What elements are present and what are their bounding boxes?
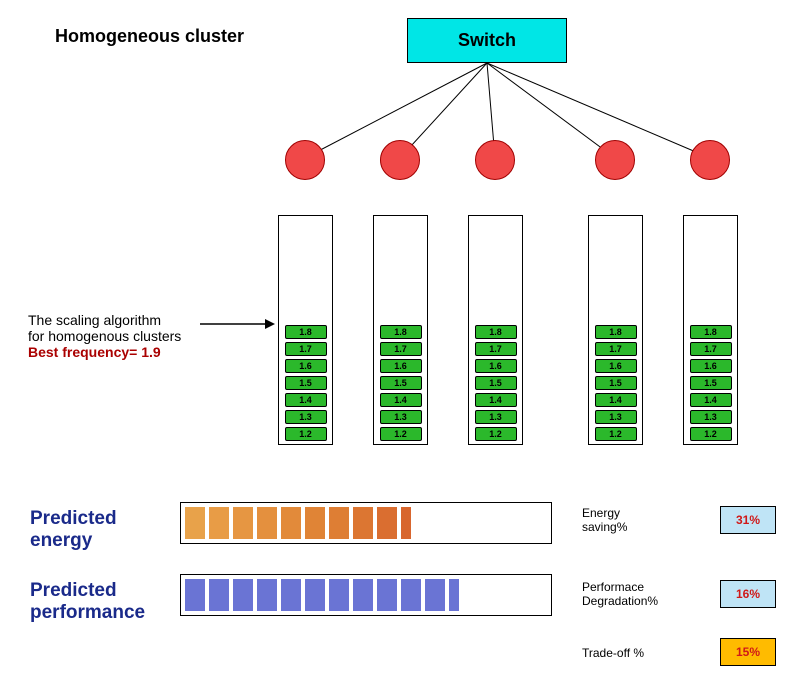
- performance-bar-segment: [209, 579, 229, 611]
- diagram-canvas: Homogeneous cluster Switch 1.21.31.41.51…: [0, 0, 800, 698]
- energy-saving-value: 31%: [736, 513, 760, 527]
- predicted-energy-label: Predictedenergy: [30, 508, 117, 552]
- performance-bar-segment: [329, 579, 349, 611]
- tradeoff-box: 15%: [720, 638, 776, 666]
- energy-bar-segment: [209, 507, 229, 539]
- energy-bar-segment: [185, 507, 205, 539]
- tradeoff-label: Trade-off %: [582, 646, 644, 660]
- energy-bar-segment: [329, 507, 349, 539]
- predicted-performance-label: Predictedperformance: [30, 580, 145, 624]
- perf-degradation-box: 16%: [720, 580, 776, 608]
- tradeoff-value: 15%: [736, 645, 760, 659]
- energy-bar-segment: [233, 507, 253, 539]
- predicted-performance-bar: [180, 574, 552, 616]
- perf-degradation-value: 16%: [736, 587, 760, 601]
- performance-bar-segment: [185, 579, 205, 611]
- performance-bar-segment: [281, 579, 301, 611]
- energy-bar-segment: [353, 507, 373, 539]
- performance-bar-segment: [305, 579, 325, 611]
- energy-bar-segment: [305, 507, 325, 539]
- performance-bar-segment: [257, 579, 277, 611]
- energy-bar-segment: [401, 507, 411, 539]
- performance-bar-segment: [233, 579, 253, 611]
- energy-saving-label: Energysaving%: [582, 506, 627, 535]
- energy-bar-segment: [257, 507, 277, 539]
- performance-bar-segment: [353, 579, 373, 611]
- performance-bar-segment: [449, 579, 459, 611]
- energy-bar-segment: [281, 507, 301, 539]
- energy-bar-segment: [377, 507, 397, 539]
- performance-bar-segment: [425, 579, 445, 611]
- performance-bar-segment: [377, 579, 397, 611]
- performance-bar-segment: [401, 579, 421, 611]
- perf-degradation-label: PerformaceDegradation%: [582, 580, 658, 609]
- energy-saving-box: 31%: [720, 506, 776, 534]
- predicted-energy-bar: [180, 502, 552, 544]
